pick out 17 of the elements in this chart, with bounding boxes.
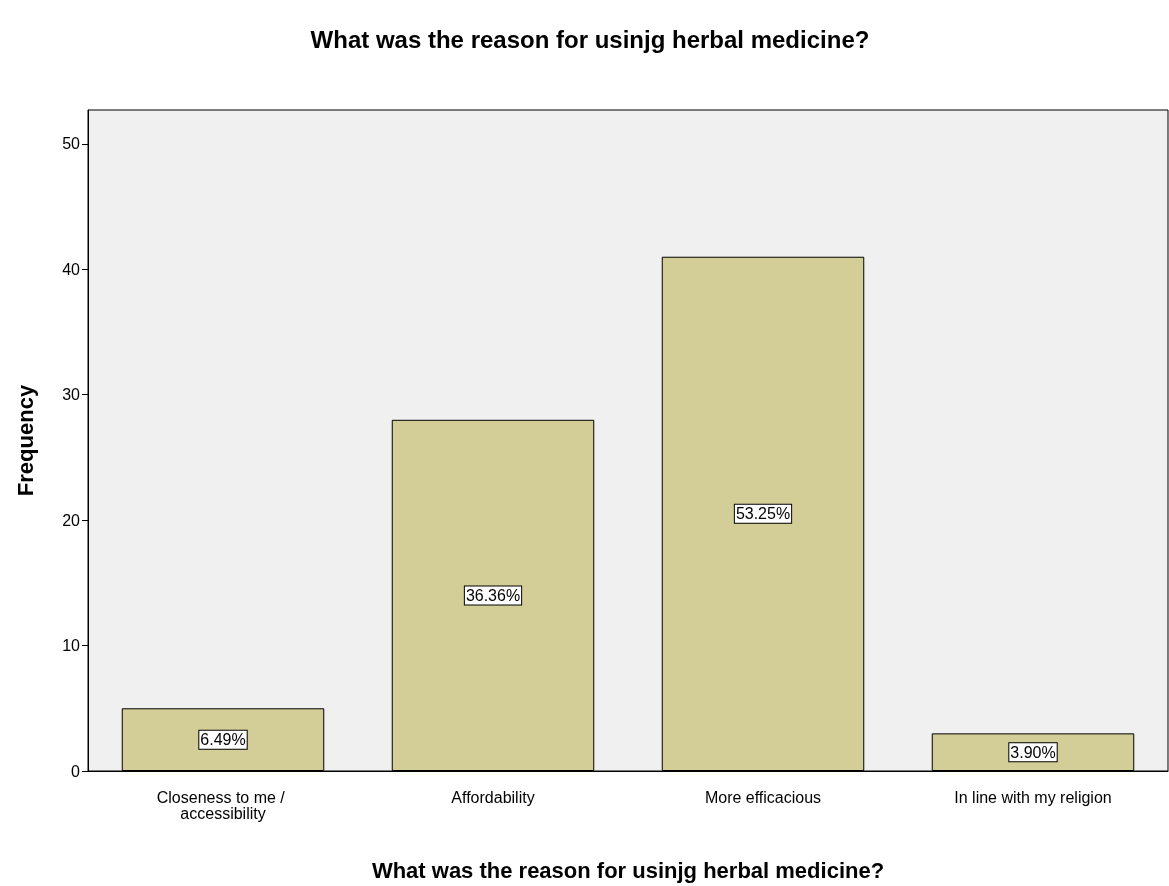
annotation: 36.36%: [465, 586, 521, 604]
annotation: 6.49%: [200, 731, 246, 749]
annotation: 53.25%: [735, 505, 791, 523]
x-tick-label: In line with my religion: [954, 788, 1112, 806]
y-axis-title: Frequency: [12, 384, 38, 497]
y-tick-label: 30: [62, 386, 81, 404]
x-axis-title: What was the reason for usinjg herbal medicine?: [371, 857, 885, 883]
y-tick-label: 20: [62, 511, 81, 529]
annotation: 3.90%: [1010, 743, 1056, 761]
x-tick-label: Closeness to me / accessibility: [156, 788, 290, 822]
chart-title: What was the reason for usinjg herbal medicine?: [310, 25, 870, 53]
y-tick-label: 40: [62, 260, 81, 278]
y-tick-label: 0: [71, 762, 81, 780]
y-tick-label: 50: [62, 135, 81, 153]
y-tick-label: 10: [62, 637, 81, 655]
x-tick-label: Affordability: [451, 788, 535, 806]
x-tick-label: More efficacious: [704, 788, 822, 806]
